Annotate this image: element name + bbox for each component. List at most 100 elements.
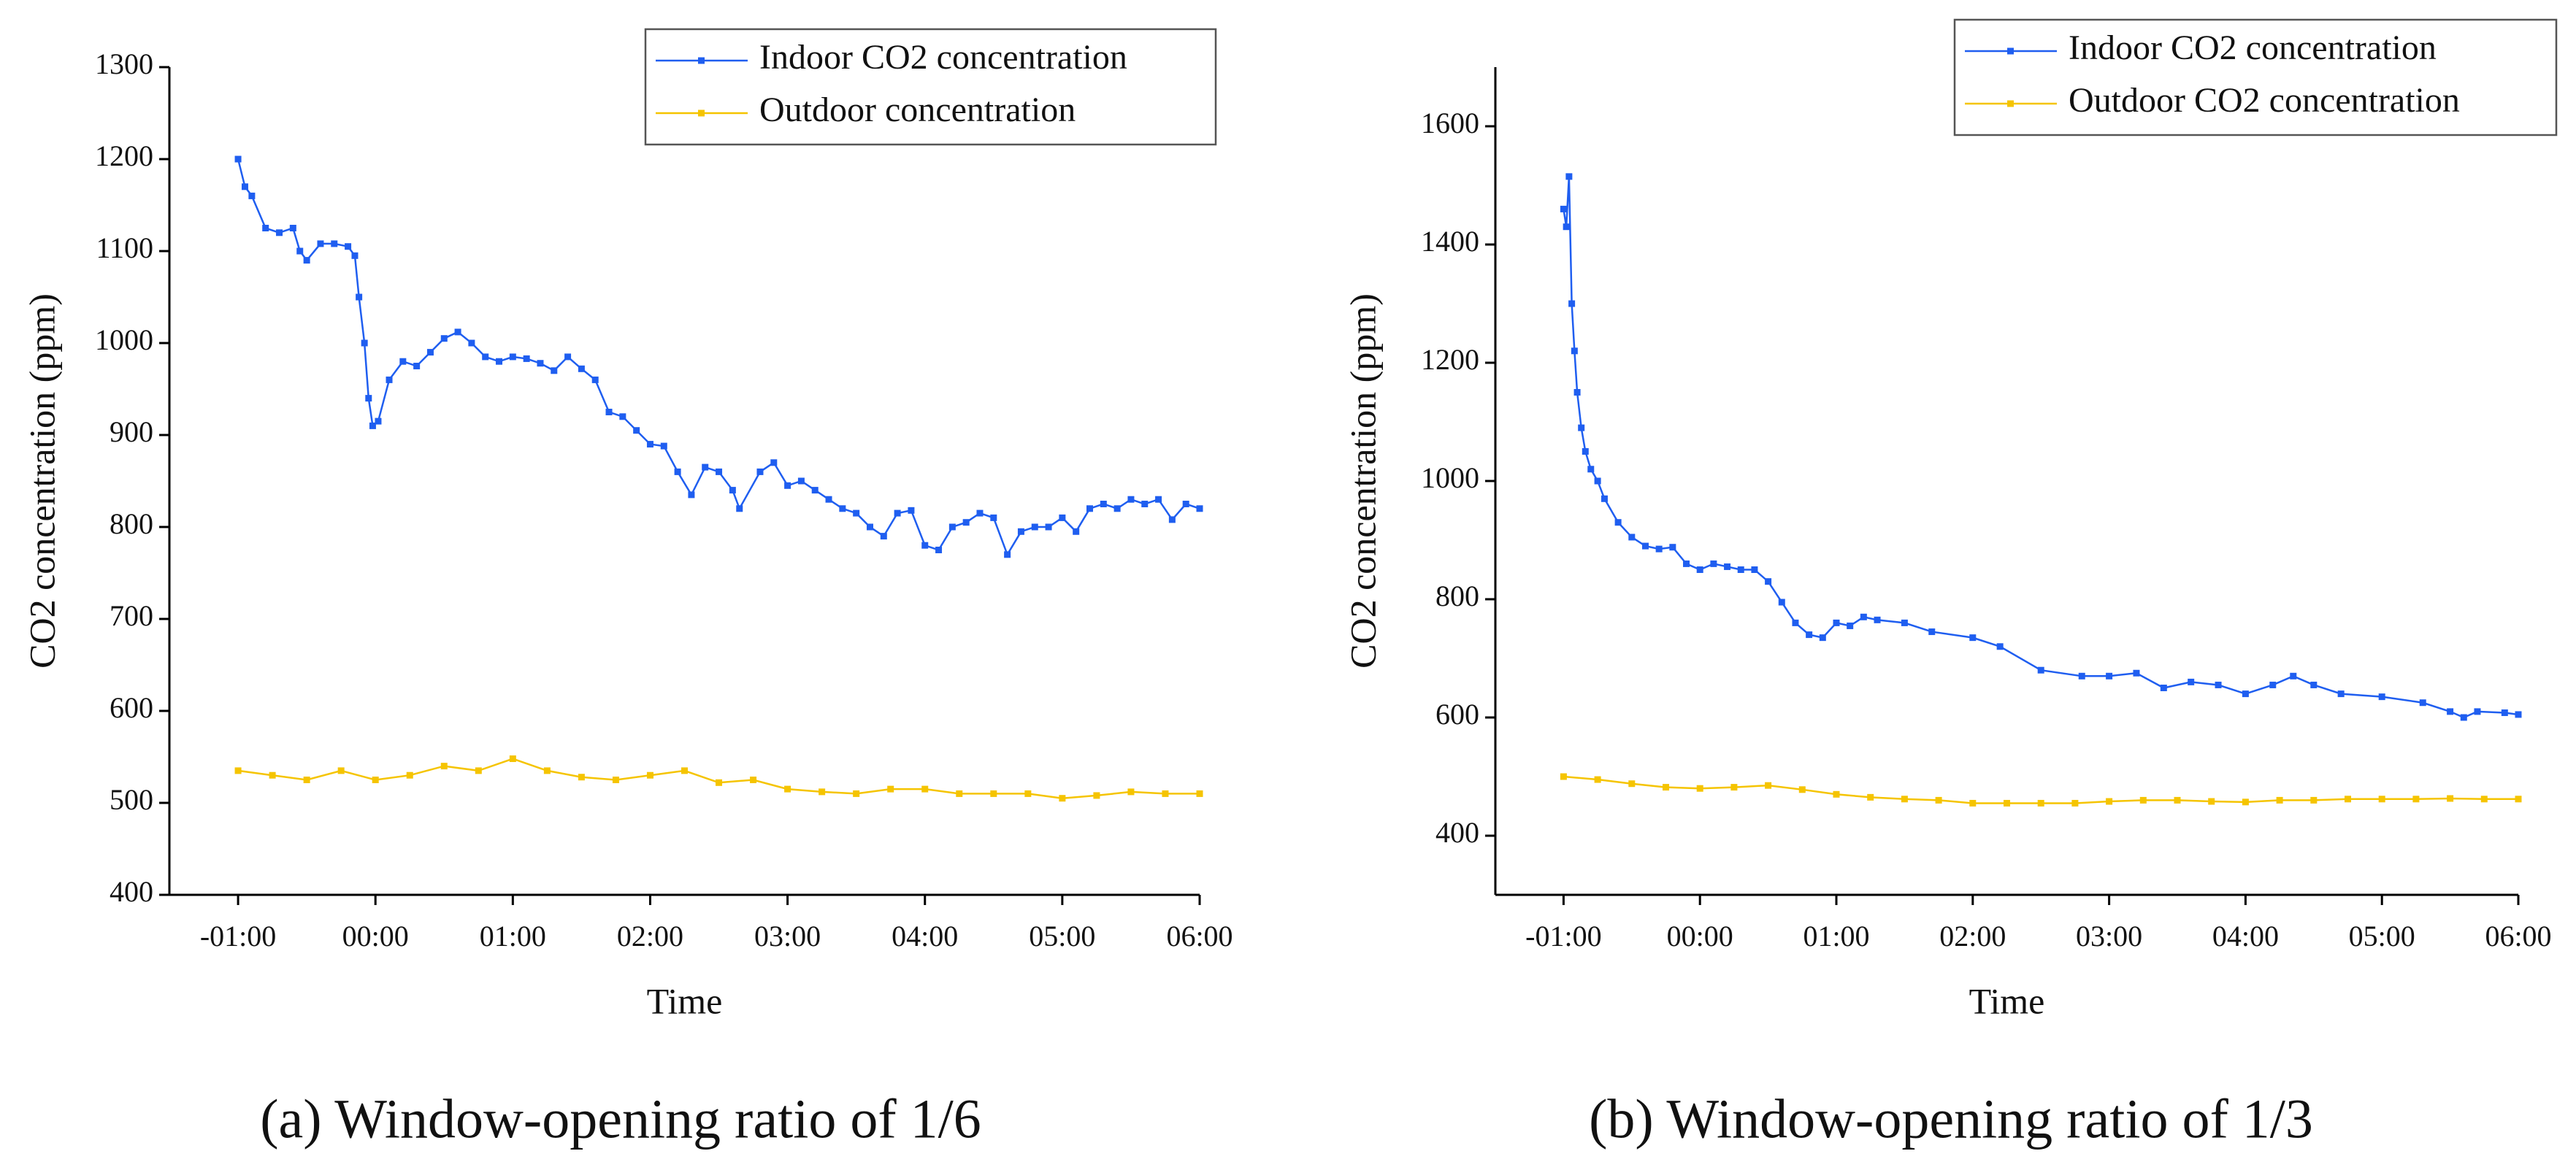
point	[921, 542, 929, 549]
point	[948, 523, 956, 531]
point	[1730, 784, 1738, 791]
caption: (a) Window-opening ratio of 1/6	[260, 1088, 981, 1150]
point	[375, 417, 382, 425]
point	[1004, 551, 1011, 558]
point	[303, 257, 310, 264]
point	[406, 771, 413, 779]
point	[543, 767, 551, 774]
point	[1874, 616, 1881, 623]
point	[1669, 544, 1676, 551]
y-tick-label: 700	[110, 599, 153, 632]
point	[365, 395, 372, 402]
series-line	[1563, 176, 2519, 719]
point	[729, 487, 736, 494]
legend-box	[644, 28, 1217, 146]
point	[1086, 505, 1093, 512]
point	[2139, 796, 2147, 804]
point	[1819, 634, 1826, 642]
point	[2188, 678, 2195, 685]
x-tick-label: 06:00	[1166, 920, 1233, 952]
point	[633, 427, 640, 434]
point	[2345, 796, 2351, 803]
subplot: 400 500 600 700 800 900 1000 1100 1200 1300 -01:00…	[21, 28, 1233, 1150]
point	[234, 155, 242, 163]
legend-box	[1953, 18, 2558, 136]
point	[819, 788, 826, 796]
y-tick-label: 1300	[95, 47, 153, 80]
point	[1141, 501, 1149, 507]
point	[1628, 534, 1636, 541]
x-tick-label: 03:00	[2076, 920, 2142, 952]
point	[1573, 389, 1581, 396]
point	[605, 409, 613, 415]
point	[2447, 795, 2454, 802]
point	[887, 785, 894, 793]
point	[2290, 672, 2297, 680]
point	[2412, 796, 2420, 803]
point	[1127, 788, 1135, 796]
x-axis-title: Time	[647, 980, 723, 1021]
point	[578, 774, 585, 781]
point	[1710, 560, 1717, 567]
y-axis-title: CO2 concentration (ppm)	[1342, 293, 1383, 669]
point	[1860, 613, 1867, 620]
point	[839, 505, 846, 512]
point	[990, 790, 997, 797]
point	[750, 777, 757, 783]
point	[1582, 448, 1589, 455]
point	[1182, 501, 1189, 507]
y-tick-label: 600	[110, 691, 153, 724]
x-tick-label: 02:00	[617, 920, 683, 952]
point	[591, 376, 599, 383]
point	[674, 468, 681, 475]
point	[1017, 528, 1024, 535]
point	[1833, 619, 1840, 626]
point	[2447, 708, 2454, 715]
y-tick-label: 1200	[1421, 343, 1479, 376]
point	[1614, 519, 1622, 526]
point	[372, 777, 379, 783]
point	[688, 491, 695, 499]
point	[578, 365, 585, 372]
point	[1565, 173, 1573, 180]
point	[853, 509, 860, 517]
point	[1031, 523, 1038, 531]
point	[1867, 793, 1874, 801]
x-tick-label: 01:00	[1803, 920, 1869, 952]
point	[351, 252, 359, 259]
legend-marker	[2007, 100, 2014, 107]
x-tick-label: 04:00	[892, 920, 958, 952]
legend-label: Indoor CO2 concentration	[2069, 28, 2437, 67]
x-axis-title: Time	[1969, 980, 2045, 1021]
point	[2474, 708, 2481, 715]
point	[1969, 799, 1977, 807]
point	[1798, 786, 1806, 793]
point	[2378, 693, 2385, 701]
point	[1696, 566, 1703, 573]
point	[866, 523, 873, 531]
point	[317, 240, 324, 247]
series-line	[237, 158, 1200, 557]
point	[2174, 796, 2181, 804]
point	[1969, 634, 1977, 642]
point	[2269, 681, 2277, 688]
point	[1737, 566, 1744, 573]
point	[1655, 545, 1663, 553]
x-tick-label: 01:00	[480, 920, 546, 952]
point	[454, 328, 461, 336]
point	[1765, 782, 1772, 789]
point	[369, 422, 376, 429]
point	[2106, 798, 2113, 805]
point	[2133, 669, 2140, 677]
point	[468, 339, 475, 347]
point	[248, 192, 256, 199]
point	[345, 243, 352, 250]
point	[646, 441, 653, 448]
point	[331, 240, 338, 247]
point	[440, 763, 448, 770]
point	[564, 353, 572, 361]
point	[262, 225, 269, 231]
point	[770, 459, 778, 466]
point	[784, 785, 791, 793]
